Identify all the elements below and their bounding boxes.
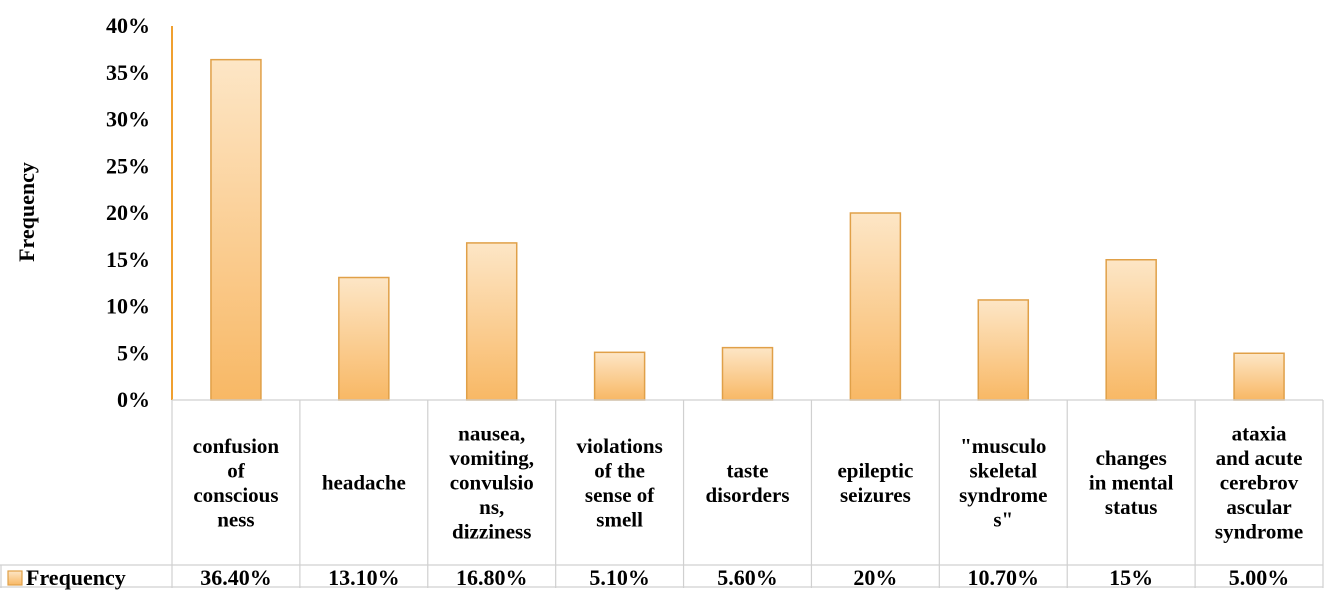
- bar: [849, 212, 902, 401]
- bar: [338, 276, 390, 401]
- category-label: epileptic seizures: [837, 458, 913, 507]
- y-tick-label: 25%: [106, 153, 150, 178]
- value-cell: 10.70%: [968, 565, 1040, 590]
- bar: [1105, 259, 1157, 401]
- bar: [210, 58, 262, 401]
- y-tick-label: 30%: [106, 107, 150, 132]
- y-tick-label: 5%: [117, 340, 150, 365]
- bar: [1233, 352, 1285, 401]
- value-cell: 5.60%: [717, 565, 778, 590]
- value-cell: 36.40%: [200, 565, 272, 590]
- legend-label: Frequency: [26, 565, 126, 590]
- bars: [210, 58, 1285, 401]
- legend-swatch: [7, 570, 23, 586]
- category-label: "musculo skeletal syndrome s": [959, 434, 1047, 532]
- value-cell: 20%: [853, 565, 897, 590]
- value-cell: 5.10%: [589, 565, 650, 590]
- y-axis-label: Frequency: [14, 162, 39, 262]
- bar: [721, 346, 774, 401]
- y-tick-label: 20%: [106, 200, 150, 225]
- value-cell: 5.00%: [1229, 565, 1290, 590]
- category-label: ataxia and acute cerebrov ascular syndrome: [1215, 422, 1303, 544]
- data-table: confusion of conscious ness headache nausea, v…: [0, 399, 1324, 590]
- category-label: headache: [322, 471, 406, 495]
- bar: [465, 242, 518, 401]
- category-label: violations of the sense of smell: [576, 434, 662, 532]
- y-tick-label: 35%: [106, 60, 150, 85]
- value-cell: 13.10%: [328, 565, 400, 590]
- y-tick-label: 15%: [106, 247, 150, 272]
- value-cell: 16.80%: [456, 565, 528, 590]
- value-cell: 15%: [1109, 565, 1153, 590]
- y-tick-label: 40%: [106, 13, 150, 38]
- category-label: nausea, vomiting, convulsio ns, dizziness: [449, 422, 534, 544]
- y-tick-label: 0%: [117, 387, 150, 412]
- y-tick-label: 10%: [106, 294, 150, 319]
- y-axis-ticks: 0% 5% 10% 15% 20% 25% 30% 35% 40%: [106, 13, 150, 412]
- category-label: confusion of conscious ness: [193, 434, 280, 532]
- category-label: taste disorders: [706, 458, 790, 507]
- bar: [593, 351, 646, 401]
- bar: [977, 299, 1030, 401]
- category-label: changes in mental status: [1089, 446, 1174, 519]
